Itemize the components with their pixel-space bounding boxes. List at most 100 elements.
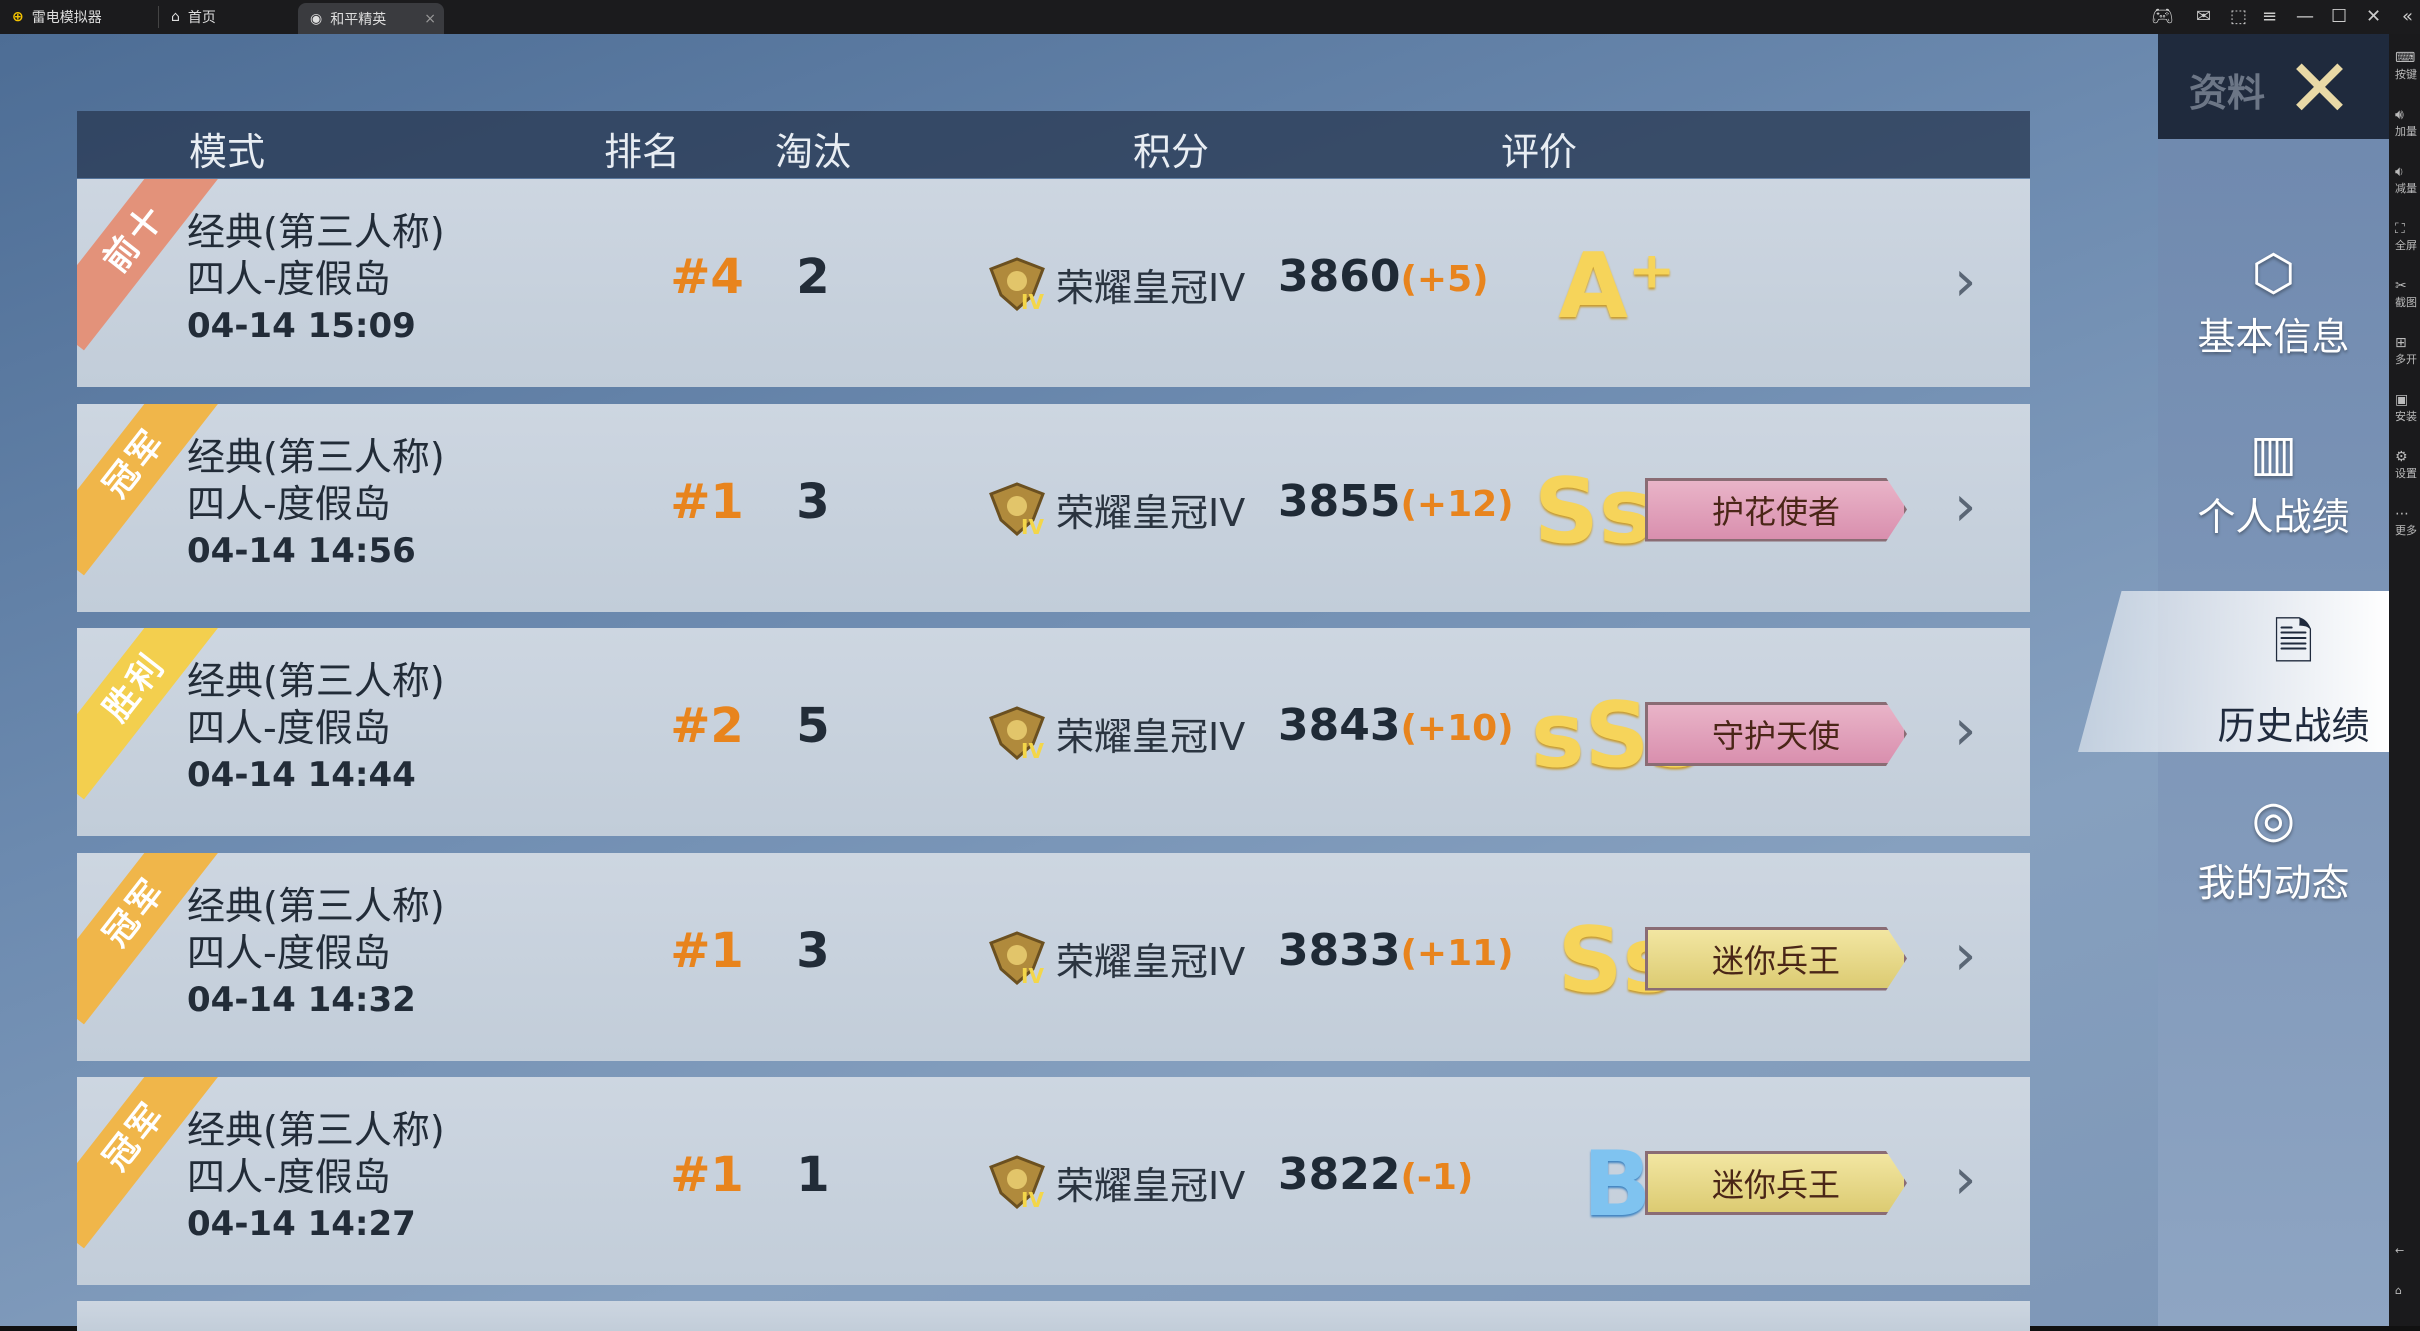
match-mode: 经典(第三人称) — [187, 1108, 445, 1152]
sidebar-item-label: 个人战绩 — [2197, 495, 2350, 539]
rank: #1 — [670, 922, 744, 979]
crown-tier-icon: IV — [989, 1155, 1045, 1211]
close-icon[interactable]: ✕ — [2366, 6, 2382, 27]
multi-instance-icon: ⊞ — [2395, 335, 2407, 351]
tier-name: 荣耀皇冠IV — [1056, 715, 1246, 759]
tool-multi-instance[interactable]: ⊞ 多开 — [2395, 335, 2420, 367]
chevron-right-icon[interactable]: › — [1954, 698, 1977, 763]
score-value: 3833 — [1278, 924, 1401, 976]
table-row[interactable]: 冠军 经典(第三人称) 四人-度假岛 04-14 14:27 #1 1 IV 荣耀皇… — [77, 1077, 2030, 1285]
score-value: 3843 — [1278, 700, 1401, 751]
mail-icon[interactable]: ✉ — [2196, 6, 2212, 27]
svg-text:IV: IV — [1021, 290, 1044, 313]
match-map: 四人-度假岛 — [187, 257, 391, 301]
table-row[interactable]: 冠军 经典(第三人称) 四人-度假岛 04-14 14:32 #1 3 IV 荣耀皇… — [77, 852, 2030, 1061]
tab-home[interactable]: ⌂ 首页 — [158, 6, 216, 28]
tier-name: 荣耀皇冠IV — [1056, 490, 1246, 535]
match-time: 04-14 14:44 — [187, 755, 416, 795]
header-rating: 评价 — [1500, 130, 1578, 174]
ldplayer-logo-icon: ⊕ — [12, 9, 24, 25]
match-map: 四人-度假岛 — [187, 1155, 391, 1199]
chevron-right-icon[interactable]: › — [1954, 473, 1977, 539]
tool-apk[interactable]: ▣ 安装 — [2395, 392, 2420, 424]
apk-icon: ▣ — [2395, 392, 2409, 408]
tool-scissors[interactable]: ✂ 截图 — [2395, 278, 2420, 310]
home-icon: ⌂ — [171, 9, 180, 25]
moments-icon: ◎ — [2251, 790, 2296, 848]
chevron-right-icon[interactable]: › — [1954, 1147, 1977, 1212]
gear-icon: ⚙ — [2395, 449, 2408, 465]
tier-name: 荣耀皇冠IV — [1056, 266, 1246, 310]
kills: 5 — [796, 698, 830, 754]
tool-volume-up[interactable]: 🔊︎ 加量 — [2395, 107, 2420, 139]
gamepad-icon[interactable]: 🎮︎ — [2151, 6, 2174, 27]
kills: 3 — [796, 922, 830, 979]
tool-label: 设置 — [2395, 467, 2417, 480]
svg-text:IV: IV — [1021, 739, 1044, 762]
chevron-right-icon[interactable]: › — [1954, 922, 1977, 988]
rank: #2 — [670, 698, 744, 754]
sidebar-item-label: 历史战绩 — [2217, 704, 2370, 748]
score-delta: (+12) — [1400, 483, 1514, 525]
minimize-icon[interactable]: — — [2296, 6, 2314, 27]
emulator-toolbar: ⌨ 按键 🔊︎ 加量 🔉︎ 减量 ⛶ 全屏 ✂ 截图 ⊞ 多开 ▣ 安装 ⚙ 设置 ⋯ 更多 ← ⌂ — [2389, 34, 2420, 1326]
profile-icon: ⬡ — [2251, 244, 2296, 302]
rank: #1 — [670, 473, 744, 530]
tool-gear[interactable]: ⚙ 设置 — [2395, 449, 2420, 481]
close-icon[interactable]: ✕ — [2286, 42, 2354, 135]
chevron-right-icon[interactable]: › — [1954, 249, 1977, 314]
score-delta: (+10) — [1400, 708, 1514, 749]
tool-label: 加量 — [2395, 125, 2417, 138]
score-delta: (+5) — [1400, 259, 1489, 300]
svg-text:IV: IV — [1021, 515, 1044, 538]
kills: 1 — [796, 1147, 830, 1203]
table-row[interactable]: 冠军 经典(第三人称) 四人-度假岛 04-14 14:56 #1 3 IV 荣耀皇… — [77, 403, 2030, 612]
tool-fullscreen[interactable]: ⛶ 全屏 — [2395, 221, 2420, 253]
header-kills: 淘汰 — [774, 130, 852, 174]
kills: 3 — [796, 473, 830, 530]
window-resize-icon[interactable]: ⬚ — [2230, 6, 2248, 27]
header-rank: 排名 — [603, 130, 681, 174]
title-badge[interactable]: 护花使者 — [1645, 477, 1907, 542]
title-badge[interactable]: 迷你兵王 — [1645, 1151, 1907, 1215]
table-row-partial[interactable] — [77, 1301, 2030, 1331]
tab-game[interactable]: ◉ 和平精英 × — [298, 3, 444, 34]
title-badge[interactable]: 迷你兵王 — [1645, 926, 1907, 991]
tool-keyboard[interactable]: ⌨ 按键 — [2395, 50, 2420, 82]
stats-icon: ▥ — [2249, 424, 2298, 482]
score-delta: (-1) — [1400, 1157, 1474, 1198]
match-info: 经典(第三人称) 四人-度假岛 04-14 14:32 — [187, 883, 445, 1024]
grade: B — [1582, 1132, 1652, 1237]
tool-label: 全屏 — [2395, 239, 2417, 252]
title-badge[interactable]: 守护天使 — [1645, 702, 1907, 766]
tool-label: 更多 — [2395, 524, 2417, 537]
match-map: 四人-度假岛 — [187, 481, 391, 526]
sidebar-header: 资料 ✕ — [2158, 34, 2389, 139]
sidebar-item-personal-stats[interactable]: ▥ 个人战绩 — [2158, 424, 2389, 541]
tool-more[interactable]: ⋯ 更多 — [2395, 506, 2420, 538]
home-icon[interactable]: ⌂ — [2395, 1284, 2402, 1297]
maximize-icon[interactable]: ☐ — [2331, 6, 2348, 27]
score: 3833(+11) — [1278, 925, 1514, 976]
match-info: 经典(第三人称) 四人-度假岛 04-14 14:56 — [187, 434, 445, 575]
table-row[interactable]: 前十 经典(第三人称) 四人-度假岛 04-14 15:09 #4 2 IV 荣耀皇… — [77, 179, 2030, 387]
match-time: 04-14 14:56 — [187, 530, 416, 571]
sidebar-item-history[interactable]: 🗎︎ 历史战绩 — [2178, 606, 2409, 750]
tool-volume-down[interactable]: 🔉︎ 减量 — [2395, 164, 2420, 196]
table-row[interactable]: 胜利 经典(第三人称) 四人-度假岛 04-14 14:44 #2 5 IV 荣耀皇… — [77, 628, 2030, 836]
close-tab-icon[interactable]: × — [424, 10, 436, 27]
volume-down-icon: 🔉︎ — [2395, 164, 2404, 180]
sidebar-title: 资料 — [2189, 71, 2266, 115]
keyboard-icon: ⌨ — [2395, 50, 2416, 66]
score: 3822(-1) — [1278, 1149, 1473, 1200]
app-tab[interactable]: ⊕ 雷电模拟器 — [0, 0, 160, 34]
tool-label: 多开 — [2395, 353, 2417, 366]
sidebar-item-basic-info[interactable]: ⬡ 基本信息 — [2158, 244, 2389, 361]
collapse-icon[interactable]: « — [2402, 6, 2414, 27]
match-mode: 经典(第三人称) — [187, 659, 445, 703]
back-icon[interactable]: ← — [2395, 1244, 2405, 1257]
menu-icon[interactable]: ≡ — [2262, 6, 2278, 27]
sidebar-item-moments[interactable]: ◎ 我的动态 — [2158, 790, 2389, 907]
scissors-icon: ✂ — [2395, 278, 2407, 294]
svg-text:IV: IV — [1021, 964, 1044, 987]
